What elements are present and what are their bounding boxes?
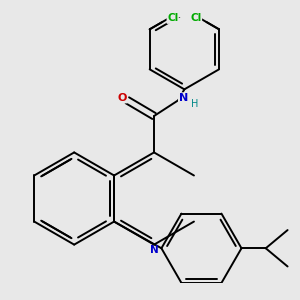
Text: N: N <box>150 245 158 255</box>
Text: Cl: Cl <box>190 14 202 23</box>
Text: H: H <box>191 99 198 109</box>
Text: O: O <box>118 93 127 103</box>
Text: Cl: Cl <box>167 14 178 23</box>
Text: N: N <box>178 93 188 103</box>
